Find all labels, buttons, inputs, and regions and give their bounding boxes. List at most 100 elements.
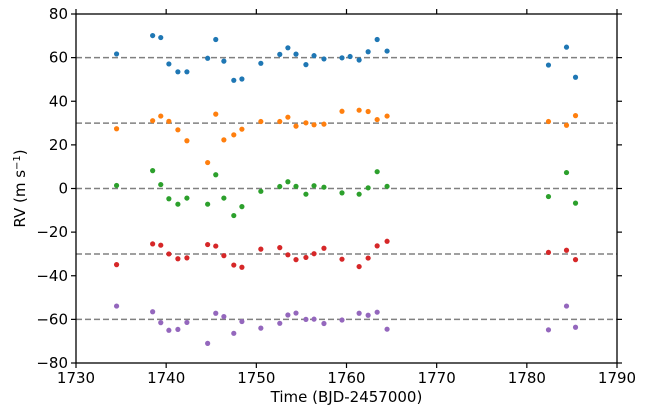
data-point xyxy=(545,249,552,256)
data-point xyxy=(158,242,164,248)
data-point xyxy=(277,51,283,57)
data-point xyxy=(384,326,390,332)
y-axis-label: RV (m s−1) xyxy=(11,149,29,227)
data-point xyxy=(563,247,570,253)
data-point xyxy=(303,62,309,68)
data-point xyxy=(231,212,237,219)
data-point xyxy=(158,320,164,326)
data-point xyxy=(213,111,219,117)
data-point xyxy=(113,262,120,268)
data-point xyxy=(303,254,309,261)
data-point xyxy=(572,74,579,80)
data-point xyxy=(293,310,299,316)
data-point xyxy=(150,309,156,315)
data-point xyxy=(563,44,570,50)
data-point xyxy=(184,319,190,326)
data-point xyxy=(572,200,579,206)
axis-ticks: 1730 1740 1750 1760 1770 1780 1790 −80 −60 −40 −20… xyxy=(36,5,636,387)
data-point xyxy=(384,113,390,119)
data-point xyxy=(277,183,283,190)
data-point xyxy=(221,137,227,143)
x-tick-label: 1760 xyxy=(327,369,365,387)
y-axis-label-superscript: −1 xyxy=(12,155,23,170)
data-point xyxy=(339,55,345,61)
data-point xyxy=(175,69,181,75)
data-point xyxy=(231,132,237,138)
data-point xyxy=(175,201,181,207)
data-point xyxy=(221,253,227,259)
y-tick-label: −80 xyxy=(36,354,68,372)
data-point xyxy=(356,107,362,113)
data-point xyxy=(166,196,172,202)
data-point xyxy=(321,184,327,190)
reference-lines xyxy=(76,56,617,321)
data-point xyxy=(293,51,299,57)
data-point xyxy=(285,252,291,258)
data-point xyxy=(175,127,181,133)
data-point xyxy=(213,172,219,178)
data-point xyxy=(166,327,172,333)
data-point xyxy=(374,309,380,315)
data-point xyxy=(572,324,579,330)
data-point xyxy=(356,191,362,197)
data-point xyxy=(239,76,245,82)
x-axis-label: Time (BJD-2457000) xyxy=(270,388,423,406)
data-point xyxy=(205,241,211,248)
data-point xyxy=(150,118,156,124)
data-point xyxy=(563,169,570,176)
data-point xyxy=(339,190,345,196)
x-tick-label: 1740 xyxy=(147,369,185,387)
y-tick-label: 60 xyxy=(49,49,68,67)
data-point xyxy=(374,243,380,249)
data-point xyxy=(321,320,327,327)
y-axis-label-close: ) xyxy=(11,149,29,155)
data-point xyxy=(374,169,380,175)
data-point xyxy=(231,262,237,268)
data-point xyxy=(166,118,172,124)
data-point xyxy=(293,257,299,263)
data-point xyxy=(311,316,317,322)
data-point xyxy=(545,118,552,125)
data-point xyxy=(184,255,190,261)
data-point xyxy=(113,303,120,309)
data-point xyxy=(384,48,390,54)
data-point xyxy=(545,62,552,68)
data-point xyxy=(239,126,245,132)
data-point xyxy=(311,53,317,59)
data-point xyxy=(303,191,309,197)
data-point xyxy=(311,183,317,189)
y-tick-label: −60 xyxy=(36,310,68,328)
y-tick-label: −40 xyxy=(36,267,68,285)
data-point xyxy=(158,181,164,188)
y-tick-label: 20 xyxy=(49,136,68,154)
data-point xyxy=(356,57,362,63)
data-point xyxy=(339,108,345,114)
data-point xyxy=(258,246,264,252)
data-point xyxy=(293,123,299,129)
data-point xyxy=(374,36,380,43)
x-tick-label: 1730 xyxy=(57,369,95,387)
data-point xyxy=(258,188,264,194)
data-point xyxy=(205,340,211,346)
data-point xyxy=(175,256,181,262)
data-point xyxy=(572,113,579,119)
plot-frame xyxy=(75,13,618,364)
x-tick-label: 1790 xyxy=(598,369,636,387)
data-point xyxy=(285,312,291,318)
data-point xyxy=(213,243,219,249)
data-point xyxy=(113,182,120,189)
data-point xyxy=(321,56,327,62)
x-tick-label: 1780 xyxy=(508,369,546,387)
data-point xyxy=(239,264,245,270)
data-point xyxy=(384,238,390,244)
data-point xyxy=(365,312,371,318)
data-point xyxy=(239,204,245,210)
data-point xyxy=(231,77,237,83)
data-point xyxy=(113,51,120,57)
data-point xyxy=(365,185,371,191)
data-point xyxy=(285,45,291,51)
data-point xyxy=(545,327,552,333)
data-point xyxy=(277,320,283,326)
data-point xyxy=(258,60,264,66)
data-point xyxy=(277,245,283,251)
